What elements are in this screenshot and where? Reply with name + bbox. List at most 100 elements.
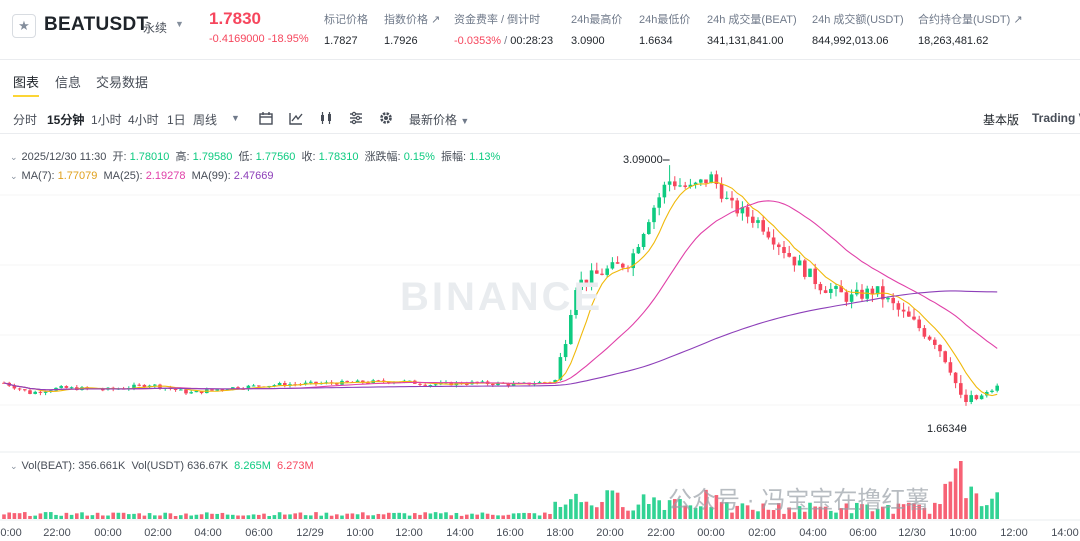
time-axis-label: 02:00 — [144, 527, 172, 539]
stat-value: 341,131,841.00 — [707, 35, 784, 47]
collapse-chevron-icon[interactable]: ⌄ — [10, 461, 18, 471]
stat-value: 1.7926 — [384, 35, 418, 47]
volume-bar — [277, 512, 282, 519]
volume-bar — [683, 505, 687, 519]
basic-version-button[interactable]: 基本版 — [983, 113, 1020, 127]
candle-body — [974, 395, 979, 400]
tab-chart[interactable]: 图表 — [13, 72, 40, 97]
candle-body — [309, 381, 313, 383]
interval-4h[interactable]: 4小时 — [128, 113, 159, 127]
volume-bar — [709, 507, 713, 519]
candle-body — [246, 385, 251, 389]
candle-body — [709, 174, 713, 184]
candle-body — [719, 183, 724, 199]
chart-area[interactable]: BINANCE ⌄ 2025/12/30 11:30 开: 1.78010 高: … — [0, 135, 1080, 541]
interval-time[interactable]: 分时 — [13, 113, 38, 127]
price-type-select[interactable]: 最新价格 ▼ — [409, 111, 469, 128]
interval-more-chevron-icon[interactable]: ▼ — [231, 113, 240, 123]
drawing-tool-icon[interactable] — [288, 110, 304, 126]
volume-bar — [886, 504, 890, 519]
volume-bar — [90, 515, 95, 519]
tab-info[interactable]: 信息 — [55, 75, 82, 90]
volume-bar — [953, 468, 958, 519]
candle-body — [787, 253, 791, 257]
stat-funding-rate: 资金费率 / 倒计时 -0.0353% / 00:28:23 — [454, 11, 553, 47]
candle-body — [101, 389, 105, 391]
volume-bar — [901, 504, 906, 519]
symbol-name[interactable]: BEATUSDT — [44, 14, 149, 35]
interval-1h[interactable]: 1小时 — [91, 113, 122, 127]
volume-bar — [948, 481, 953, 519]
tradingview-button[interactable]: Trading V — [1032, 111, 1080, 125]
stat-value: 1.7827 — [324, 35, 358, 47]
candle-body — [303, 382, 308, 385]
volume-bar — [80, 512, 84, 519]
candle-body — [142, 384, 147, 388]
ticker-header: ★ BEATUSDT 永续 ▼ 1.7830 -0.4169000 -18.95… — [0, 0, 1080, 60]
candle-body — [782, 247, 786, 254]
volume-bar — [964, 498, 968, 519]
stat-24h-low: 24h最低价 1.6634 — [639, 11, 690, 47]
calendar-icon[interactable] — [258, 110, 274, 126]
stat-label: 24h最高价 — [571, 14, 623, 26]
stat-open-interest[interactable]: 合约持仓量(USDT) ↗ 18,263,481.62 — [918, 11, 1023, 47]
tab-trading-data[interactable]: 交易数据 — [96, 75, 149, 90]
favorite-star-icon[interactable]: ★ — [12, 14, 36, 38]
candle-body — [173, 388, 178, 391]
ma99-line — [3, 290, 998, 391]
volume-bar — [137, 513, 141, 519]
candle-body — [777, 244, 781, 248]
volume-bar — [974, 493, 979, 519]
time-axis-label: 04:00 — [799, 527, 827, 539]
candle-body — [506, 383, 511, 386]
interval-1w[interactable]: 周线 — [193, 113, 218, 127]
volume-bar — [43, 512, 48, 519]
volume-bar — [355, 514, 360, 519]
volume-bar — [106, 515, 110, 519]
candle-body — [823, 290, 828, 293]
candle-body — [335, 383, 339, 385]
contract-type: 永续 — [143, 21, 168, 35]
volume-bar — [121, 512, 126, 519]
volume-bar — [168, 513, 173, 519]
candle-type-icon[interactable] — [318, 110, 334, 126]
volume-bar — [865, 504, 869, 519]
interval-15m[interactable]: 15分钟 — [47, 113, 85, 127]
volume-bar — [875, 508, 880, 519]
volume-bar — [54, 514, 58, 519]
settings-gear-icon[interactable] — [378, 110, 394, 126]
volume-bar — [803, 511, 807, 519]
volume-bar — [610, 490, 615, 519]
collapse-chevron-icon[interactable]: ⌄ — [10, 171, 18, 181]
candlestick-chart[interactable] — [0, 135, 1080, 541]
volume-bar — [927, 513, 932, 519]
time-axis-label: 00:00 — [697, 527, 725, 539]
volume-bar — [142, 515, 147, 519]
volume-bar — [64, 512, 69, 519]
volume-bar — [595, 507, 599, 519]
volume-bar — [38, 513, 43, 519]
volume-bar — [49, 512, 53, 519]
stat-label: 指数价格 ↗ — [384, 14, 441, 26]
time-axis-label: 14:00 — [446, 527, 474, 539]
candle-body — [693, 182, 698, 185]
volume-bar — [28, 515, 32, 519]
indicators-icon[interactable] — [348, 110, 364, 126]
time-axis-label: 14:00 — [1051, 527, 1079, 539]
interval-1d[interactable]: 1日 — [167, 113, 186, 127]
chevron-down-icon[interactable]: ▼ — [175, 19, 184, 29]
volume-bar — [714, 495, 719, 519]
stat-index-price[interactable]: 指数价格 ↗ 1.7926 — [384, 11, 440, 47]
candle-body — [901, 309, 906, 312]
stat-value: 18,263,481.62 — [918, 35, 989, 47]
volume-bar — [621, 507, 625, 519]
candle-body — [917, 319, 921, 329]
collapse-chevron-icon[interactable]: ⌄ — [10, 152, 18, 162]
candle-body — [860, 289, 864, 299]
volume-bar — [340, 515, 344, 519]
candle-body — [621, 263, 625, 268]
volume-bar — [194, 514, 199, 519]
volume-bar — [335, 514, 339, 519]
candle-body — [907, 311, 911, 317]
volume-bar — [844, 503, 849, 519]
